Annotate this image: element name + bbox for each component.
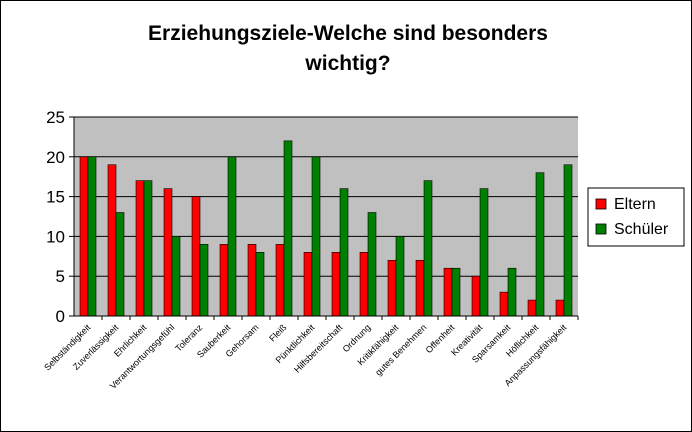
y-tick-label: 5 [56,267,65,286]
gridlines [74,116,578,277]
bar-eltern-zuverlassigkeit [107,164,117,317]
bar-schuler-sparsamkeit [507,267,517,317]
bar-eltern-offenheit [443,267,453,317]
y-tick-label: 10 [46,227,65,246]
bar-schuler-selbstandigkeit [87,156,97,317]
bar-eltern-punktlichkeit [303,252,313,317]
bar-eltern-kritikfahigkeit [387,259,397,317]
y-tick-label: 15 [46,188,65,207]
bar-schuler-kreativitat [479,188,489,317]
bar-eltern-kreativitat [471,275,481,317]
plot-area [74,117,578,316]
bar-schuler-anpassungsfahigkeit [563,164,573,317]
bar-schuler-offenheit [451,267,461,317]
bar-schuler-ehrlichkeit [143,180,153,317]
bar-schuler-zuverlassigkeit [115,212,125,317]
chart-title-line-1: Erziehungsziele-Welche sind besonders [148,22,548,45]
bar-eltern-hilfsbereitschaft [331,252,341,317]
bar-eltern-selbstandigkeit [79,156,89,317]
bar-schuler-verantwortungsgefuhl [171,236,181,317]
bar-eltern-gutes-benehmen [415,259,425,317]
y-tick-label: 0 [56,307,65,326]
bar-schuler-hilfsbereitschaft [339,188,349,317]
bar-schuler-fleiss [283,140,293,317]
bar-schuler-hoflichkeit [535,172,545,317]
bar-eltern-sauberkeit [219,244,229,317]
bar-eltern-fleiss [275,244,285,317]
y-tick-label: 25 [46,108,65,127]
bar-eltern-ordnung [359,252,369,317]
bar-schuler-sauberkeit [227,156,237,317]
legend-box [587,187,685,247]
y-tick-label: 20 [46,148,65,167]
bar-eltern-verantwortungsgefuhl [163,188,173,317]
legend: Eltern Schüler [587,187,685,247]
bar-schuler-toleranz [199,244,209,317]
bar-eltern-anpassungsfahigkeit [555,299,565,317]
bar-eltern-hoflichkeit [527,299,537,317]
bar-eltern-sparsamkeit [499,291,509,317]
legend-swatch-schueler [595,223,607,235]
bar-schuler-ordnung [367,212,377,317]
chart-title-line-2: wichtig? [304,52,390,75]
y-axis-ticks: 0 5 10 15 20 25 [46,108,74,326]
bar-eltern-toleranz [191,196,201,317]
legend-label-eltern: Eltern [614,196,656,213]
legend-swatch-eltern [595,198,607,210]
bar-schuler-gutes-benehmen [423,180,433,317]
bar-eltern-gehorsam [247,244,257,317]
legend-label-schueler: Schüler [614,221,669,238]
bar-schuler-punktlichkeit [311,156,321,317]
bar-schuler-kritikfahigkeit [395,236,405,317]
bar-eltern-ehrlichkeit [135,180,145,317]
bar-schuler-gehorsam [255,252,265,317]
